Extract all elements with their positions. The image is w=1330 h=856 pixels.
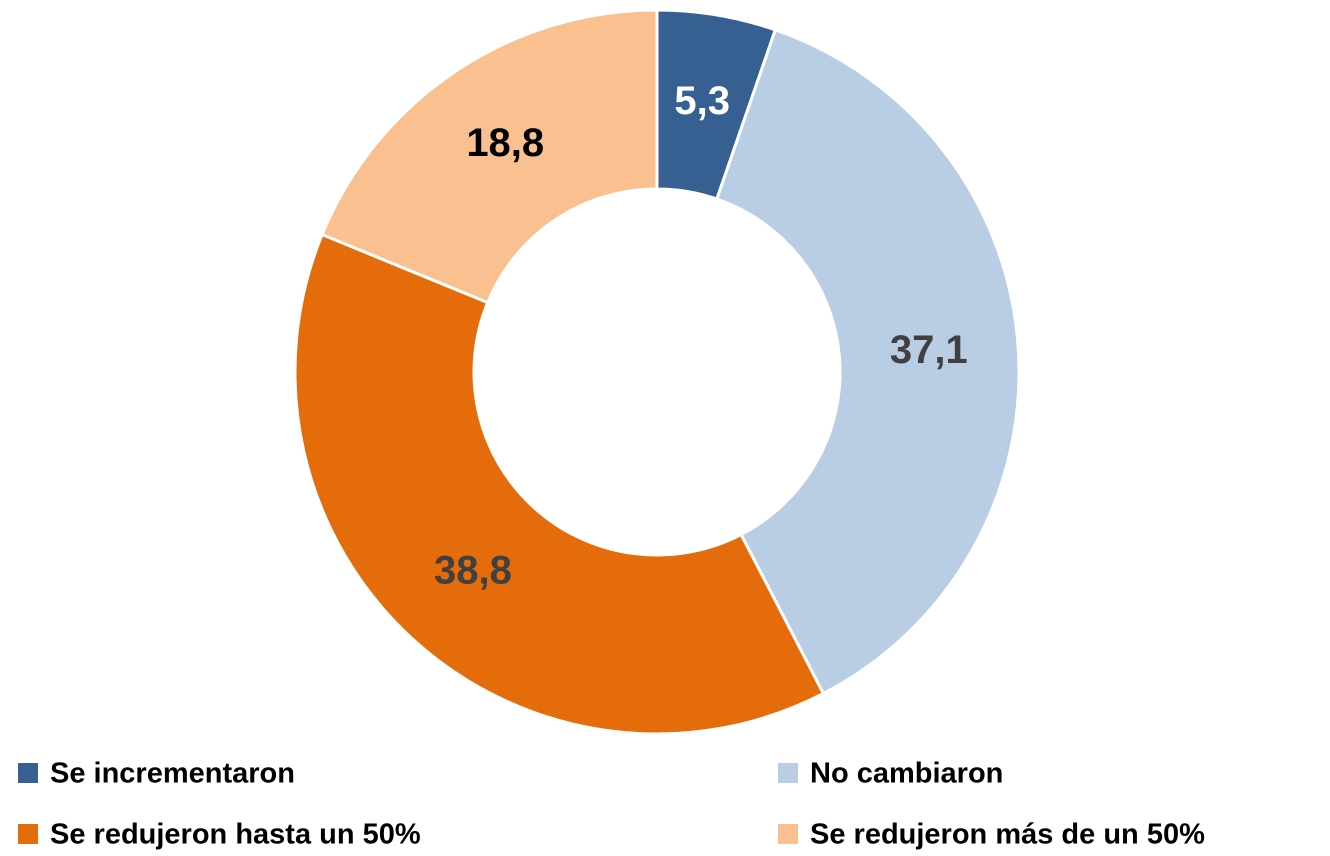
data-label: 38,8 — [434, 549, 512, 593]
donut-slice — [320, 8, 659, 305]
data-label: 37,1 — [890, 328, 968, 372]
legend-swatch — [18, 824, 38, 844]
legend-label: Se redujeron más de un 50% — [810, 819, 1205, 851]
data-label: 5,3 — [674, 79, 730, 123]
legend-label: No cambiaron — [810, 758, 1003, 790]
donut-slice — [714, 27, 1021, 696]
legend-swatch — [778, 763, 798, 783]
legend-label: Se redujeron hasta un 50% — [50, 819, 421, 851]
legend-swatch — [18, 763, 38, 783]
data-label: 18,8 — [466, 121, 544, 165]
donut-slice — [293, 232, 826, 736]
legend-swatch — [778, 824, 798, 844]
legend-label: Se incrementaron — [50, 758, 295, 790]
